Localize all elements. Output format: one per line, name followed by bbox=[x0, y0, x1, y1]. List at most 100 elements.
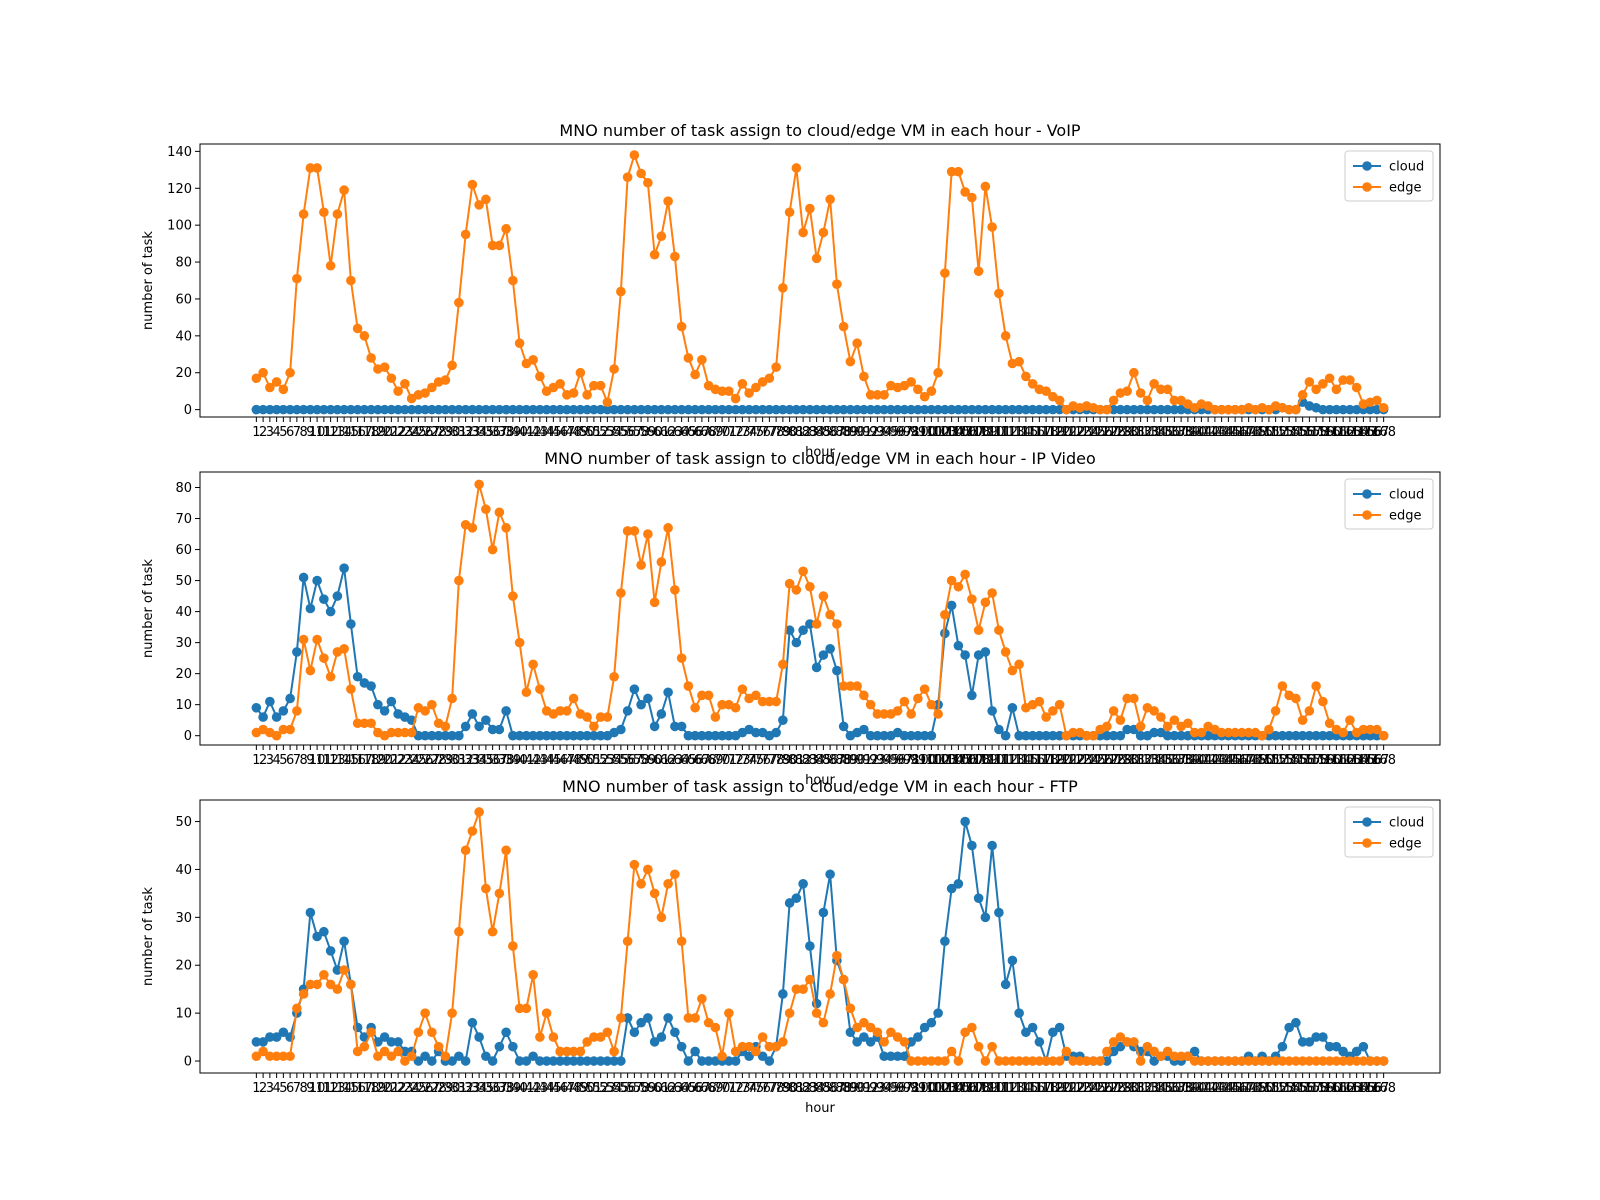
data-point-cloud bbox=[285, 693, 295, 704]
data-point-cloud bbox=[994, 724, 1004, 735]
data-point-cloud bbox=[859, 1032, 869, 1042]
data-point-edge bbox=[805, 203, 815, 214]
data-point-cloud bbox=[751, 404, 761, 415]
x-tick-label: 116 bbox=[1020, 753, 1045, 768]
x-tick-label: 134 bbox=[1142, 753, 1167, 768]
x-tick-label: 113 bbox=[1000, 1081, 1025, 1096]
x-tick-label: 50 bbox=[579, 425, 596, 440]
x-tick-label: 158 bbox=[1304, 753, 1329, 768]
data-point-cloud bbox=[359, 404, 370, 415]
x-tick-label: 38 bbox=[498, 425, 515, 440]
x-tick-label: 76 bbox=[754, 1081, 771, 1096]
data-point-edge bbox=[818, 227, 829, 238]
data-point-cloud bbox=[487, 1056, 498, 1066]
data-point-cloud bbox=[447, 1056, 457, 1066]
data-point-cloud bbox=[494, 1041, 505, 1052]
x-tick-label: 21 bbox=[383, 1081, 400, 1096]
data-point-edge bbox=[906, 1056, 916, 1066]
data-point-edge bbox=[251, 373, 262, 384]
data-point-cloud bbox=[454, 404, 464, 415]
x-tick-label: 46 bbox=[552, 425, 569, 440]
data-point-edge bbox=[555, 706, 565, 716]
data-point-cloud bbox=[899, 1051, 910, 1062]
x-tick-label: 111 bbox=[986, 425, 1011, 440]
x-tick-label: 145 bbox=[1216, 753, 1241, 768]
x-tick-label: 37 bbox=[491, 753, 508, 768]
x-tick-label: 160 bbox=[1317, 425, 1342, 440]
x-tick-label: 40 bbox=[511, 1081, 528, 1096]
x-tick-label: 57 bbox=[626, 425, 643, 440]
data-point-edge bbox=[987, 588, 997, 598]
data-point-edge bbox=[1345, 375, 1355, 385]
x-tick-label: 148 bbox=[1236, 1081, 1261, 1096]
data-point-cloud bbox=[764, 404, 775, 415]
data-point-edge bbox=[751, 690, 761, 701]
x-tick-label: 34 bbox=[471, 1081, 488, 1096]
data-point-cloud bbox=[683, 1056, 694, 1066]
data-point-edge bbox=[1372, 395, 1382, 406]
data-point-edge bbox=[589, 380, 599, 391]
data-point-cloud bbox=[1000, 730, 1011, 741]
y-tick-label: 50 bbox=[175, 574, 192, 589]
data-point-cloud bbox=[1338, 1046, 1348, 1057]
x-tick-label: 17 bbox=[356, 425, 373, 440]
data-point-cloud bbox=[535, 404, 545, 415]
data-point-cloud bbox=[406, 404, 417, 415]
data-point-edge bbox=[420, 388, 430, 398]
x-tick-label: 110 bbox=[980, 1081, 1005, 1096]
data-point-cloud bbox=[555, 404, 565, 415]
data-point-edge bbox=[872, 709, 883, 719]
data-point-edge bbox=[832, 950, 842, 961]
x-tick-label: 14 bbox=[336, 753, 353, 768]
data-point-edge bbox=[514, 637, 525, 648]
x-tick-label: 24 bbox=[403, 753, 420, 768]
data-point-edge bbox=[1129, 693, 1139, 704]
x-tick-label: 72 bbox=[727, 425, 744, 440]
x-tick-label: 94 bbox=[876, 425, 893, 440]
x-tick-label: 142 bbox=[1196, 1081, 1221, 1096]
data-point-cloud bbox=[575, 730, 586, 741]
x-tick-label: 33 bbox=[464, 753, 481, 768]
data-point-edge bbox=[521, 687, 532, 698]
x-tick-label: 31 bbox=[451, 753, 468, 768]
data-point-cloud bbox=[629, 684, 640, 694]
x-tick-label: 157 bbox=[1297, 425, 1322, 440]
data-point-edge bbox=[400, 727, 410, 738]
x-tick-label: 121 bbox=[1054, 425, 1079, 440]
data-point-cloud bbox=[1351, 1046, 1362, 1057]
x-tick-label: 59 bbox=[640, 425, 657, 440]
x-tick-label: 84 bbox=[808, 753, 825, 768]
data-point-edge bbox=[1122, 386, 1132, 396]
data-point-edge bbox=[271, 1051, 282, 1062]
data-point-edge bbox=[1135, 721, 1146, 732]
data-point-cloud bbox=[791, 404, 802, 415]
x-tick-label: 73 bbox=[734, 753, 751, 768]
x-tick-label: 134 bbox=[1142, 1081, 1167, 1096]
x-tick-label: 23 bbox=[397, 753, 414, 768]
data-point-edge bbox=[379, 1046, 390, 1057]
x-tick-label: 15 bbox=[343, 1081, 360, 1096]
data-point-edge bbox=[460, 229, 471, 240]
data-point-edge bbox=[298, 209, 309, 219]
data-point-edge bbox=[926, 699, 937, 710]
x-tick-label: 101 bbox=[919, 425, 944, 440]
plot-frame bbox=[199, 143, 1441, 418]
x-tick-label: 133 bbox=[1135, 425, 1160, 440]
legend-swatch-marker-cloud bbox=[1362, 489, 1372, 499]
x-tick-label: 137 bbox=[1162, 425, 1187, 440]
data-point-cloud bbox=[622, 1013, 633, 1023]
data-point-edge bbox=[960, 187, 970, 197]
data-point-cloud bbox=[312, 575, 322, 586]
x-tick-label: 32 bbox=[457, 1081, 474, 1096]
data-point-edge bbox=[447, 693, 457, 704]
data-point-edge bbox=[427, 699, 437, 710]
x-tick-label: 31 bbox=[451, 1081, 468, 1096]
data-point-edge bbox=[872, 1027, 883, 1038]
data-point-edge bbox=[1203, 1056, 1213, 1066]
x-tick-label: 61 bbox=[653, 1081, 670, 1096]
x-tick-label: 88 bbox=[835, 1081, 852, 1096]
data-point-cloud bbox=[798, 625, 808, 636]
data-point-edge bbox=[339, 185, 349, 195]
x-tick-label: 28 bbox=[430, 425, 447, 440]
x-tick-label: 168 bbox=[1371, 425, 1396, 440]
